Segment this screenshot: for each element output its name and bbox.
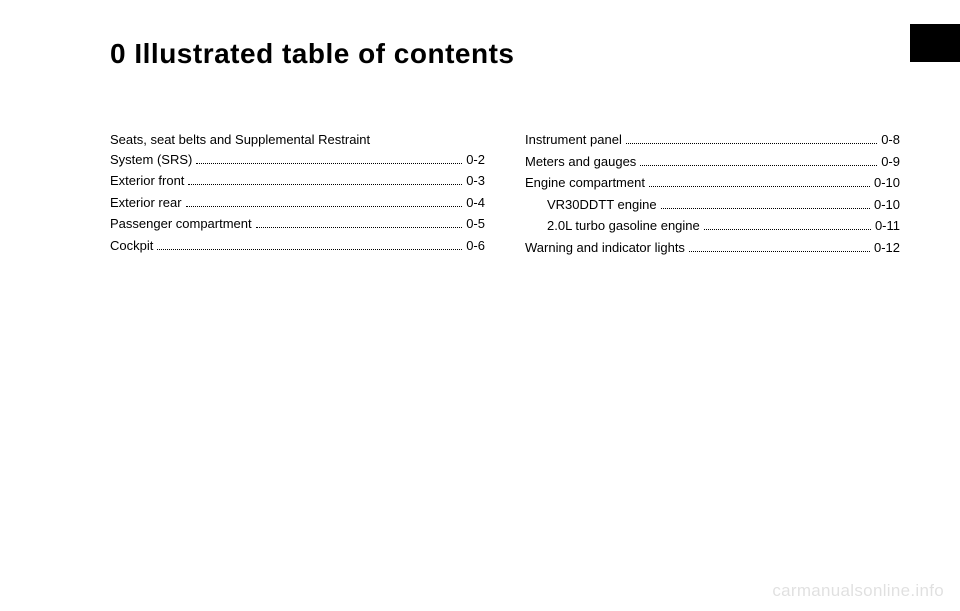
section-tab [910,24,960,62]
toc-page: 0-6 [466,236,485,256]
toc-page: 0-11 [875,216,900,236]
toc-leader-dots [649,186,870,187]
toc-leader-dots [626,143,877,144]
toc-label-line1: Seats, seat belts and Supplemental Restr… [110,130,485,150]
toc-page: 0-2 [466,150,485,170]
toc-entry: Cockpit 0-6 [110,236,485,256]
toc-label: 2.0L turbo gasoline engine [547,216,700,236]
toc-page: 0-12 [874,238,900,258]
toc-page: 0-3 [466,171,485,191]
toc-label: VR30DDTT engine [547,195,657,215]
toc-entry: Exterior rear 0-4 [110,193,485,213]
toc-entry: Warning and indicator lights 0-12 [525,238,900,258]
toc-entry-multiline: Seats, seat belts and Supplemental Restr… [110,130,485,169]
watermark-text: carmanualsonline.info [772,581,944,601]
toc-leader-dots [661,208,870,209]
toc-label: Engine compartment [525,173,645,193]
toc-leader-dots [188,184,462,185]
toc-label: Instrument panel [525,130,622,150]
toc-left-column: Seats, seat belts and Supplemental Restr… [110,130,485,259]
toc-leader-dots [689,251,870,252]
toc-page: 0-5 [466,214,485,234]
toc-columns: Seats, seat belts and Supplemental Restr… [110,130,900,259]
toc-leader-dots [186,206,463,207]
toc-label-line2: System (SRS) [110,150,192,170]
toc-entry: Passenger compartment 0-5 [110,214,485,234]
chapter-title-text: Illustrated table of contents [134,38,514,69]
toc-entry-sub: 2.0L turbo gasoline engine 0-11 [525,216,900,236]
toc-leader-dots [256,227,463,228]
page-container: 0 Illustrated table of contents Seats, s… [0,0,960,611]
toc-page: 0-8 [881,130,900,150]
toc-entry-sub: VR30DDTT engine 0-10 [525,195,900,215]
toc-leader-dots [196,163,462,164]
toc-entry: Meters and gauges 0-9 [525,152,900,172]
chapter-title: 0 Illustrated table of contents [110,38,900,70]
toc-label: Exterior rear [110,193,182,213]
toc-label: Meters and gauges [525,152,636,172]
toc-label: Cockpit [110,236,153,256]
chapter-number: 0 [110,38,126,69]
toc-leader-dots [640,165,877,166]
toc-leader-dots [157,249,462,250]
toc-page: 0-9 [881,152,900,172]
toc-label: Passenger compartment [110,214,252,234]
toc-right-column: Instrument panel 0-8 Meters and gauges 0… [525,130,900,259]
toc-label: Warning and indicator lights [525,238,685,258]
toc-entry: Instrument panel 0-8 [525,130,900,150]
toc-entry: Engine compartment 0-10 [525,173,900,193]
toc-page: 0-10 [874,173,900,193]
toc-page: 0-4 [466,193,485,213]
toc-entry: Exterior front 0-3 [110,171,485,191]
toc-page: 0-10 [874,195,900,215]
toc-leader-dots [704,229,871,230]
toc-label: Exterior front [110,171,184,191]
